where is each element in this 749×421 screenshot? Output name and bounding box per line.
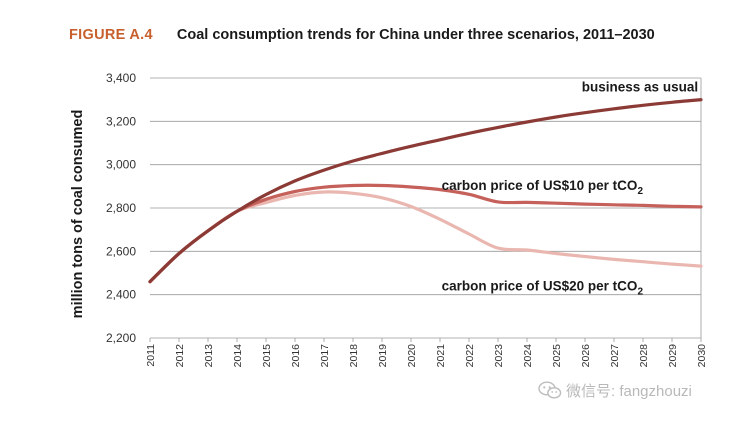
x-tick-label: 2023: [493, 344, 505, 368]
series-line-0: [148, 98, 703, 284]
x-tick-label: 2028: [638, 344, 650, 368]
y-tick-label: 2,400: [106, 288, 136, 302]
y-axis-ticks: 2,200 2,400 2,600 2,800 3,000 3,200 3,400: [106, 71, 136, 345]
series-label-0: business as usual: [582, 79, 698, 94]
x-tick-label: 2014: [232, 344, 244, 368]
series-line-1: [148, 183, 703, 284]
y-tick-label: 3,000: [106, 158, 136, 172]
x-tick-label: 2030: [696, 344, 708, 368]
watermark: 微信号: fangzhouzi: [538, 380, 692, 401]
series-labels: business as usual carbon price of US$10 p…: [442, 79, 698, 297]
x-tick-label: 2029: [667, 344, 679, 368]
x-tick-label: 2026: [580, 344, 592, 368]
y-axis-label: million tons of coal consumed: [70, 110, 86, 319]
y-tick-label: 2,600: [106, 244, 136, 258]
wechat-icon: [538, 381, 562, 399]
watermark-text: 微信号: fangzhouzi: [566, 383, 692, 400]
grid-lines: [150, 77, 702, 339]
x-tick-label: 2027: [609, 344, 621, 368]
series-label-1: carbon price of US$10 per tCO2: [442, 178, 644, 197]
y-tick-label: 2,200: [106, 331, 136, 345]
series-label-subscript: 2: [637, 186, 643, 197]
x-tick-label: 2015: [261, 344, 273, 368]
x-tick-label: 2024: [522, 344, 534, 368]
series-label-subscript: 2: [637, 286, 643, 297]
x-tick-label: 2018: [348, 344, 360, 368]
y-tick-label: 2,800: [106, 201, 136, 215]
y-tick-label: 3,200: [106, 114, 136, 128]
x-tick-label: 2012: [174, 344, 186, 368]
y-tick-label: 3,400: [106, 71, 136, 85]
series-label-text: carbon price of US$10 per tCO: [442, 178, 638, 193]
x-tick-label: 2013: [203, 344, 215, 368]
figure-label: FIGURE A.4: [69, 27, 153, 43]
x-tick-label: 2011: [145, 344, 157, 367]
figure-title: Coal consumption trends for China under …: [176, 27, 655, 43]
series-label-text: business as usual: [582, 79, 698, 94]
x-tick-label: 2019: [377, 344, 389, 368]
x-tick-label: 2020: [406, 344, 418, 368]
x-tick-label: 2021: [435, 344, 447, 368]
x-tick-label: 2022: [464, 344, 476, 368]
series-lines: [148, 98, 703, 284]
series-label-2: carbon price of US$20 per tCO2: [442, 278, 644, 297]
x-axis-ticks: 2011 2012 2013 2014 2015 2016 2017 2018 2019 2020…: [145, 338, 708, 367]
x-tick-label: 2016: [290, 344, 302, 368]
figure-header: FIGURE A.4 Coal consumption trends for C…: [69, 27, 655, 43]
x-tick-label: 2017: [319, 344, 331, 368]
series-label-text: carbon price of US$20 per tCO: [442, 278, 638, 293]
x-tick-label: 2025: [551, 344, 563, 368]
